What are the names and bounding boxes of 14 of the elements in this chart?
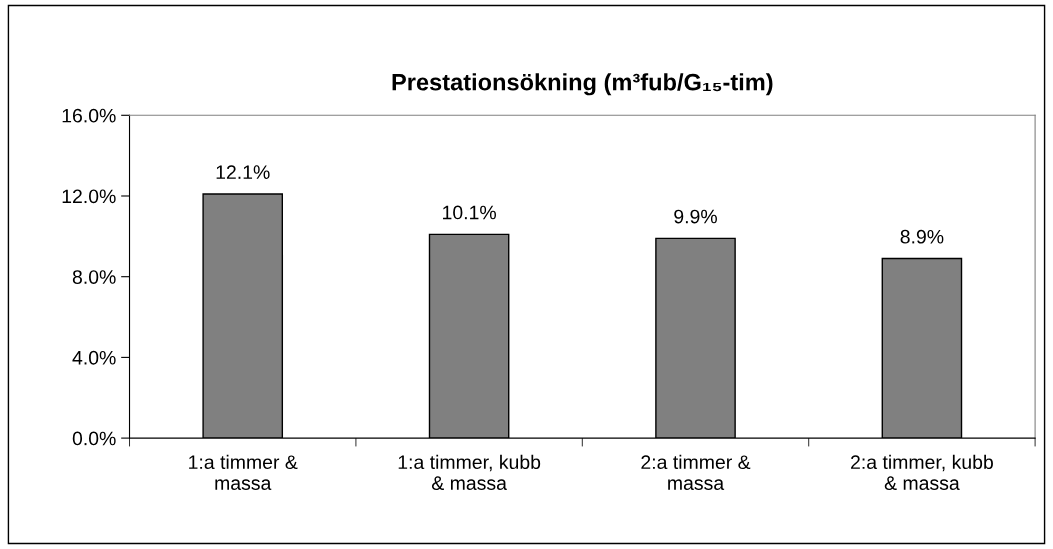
- x-tick-label: 1:a timmer & massa: [189, 454, 298, 490]
- chart-title: Prestationsökning (m³fub/G₁₅-tim): [392, 73, 773, 96]
- data-label: 8.9%: [900, 229, 944, 244]
- y-tick-label: 12.0%: [62, 189, 116, 204]
- y-tick-label: 8.0%: [72, 270, 116, 284]
- x-tick-label: 1:a timmer, kubb & massa: [398, 454, 541, 490]
- data-label: 9.9%: [674, 209, 717, 224]
- y-tick-label: 4.0%: [72, 350, 116, 365]
- x-tick-label: 2:a timmer, kubb & massa: [851, 454, 993, 490]
- y-tick-label: 0.0%: [72, 431, 116, 446]
- x-tick-label: 2:a timmer & massa: [641, 454, 751, 490]
- y-tick-label: 16.0%: [62, 108, 116, 123]
- data-label: 10.1%: [443, 205, 496, 220]
- data-label: 12.1%: [216, 165, 270, 179]
